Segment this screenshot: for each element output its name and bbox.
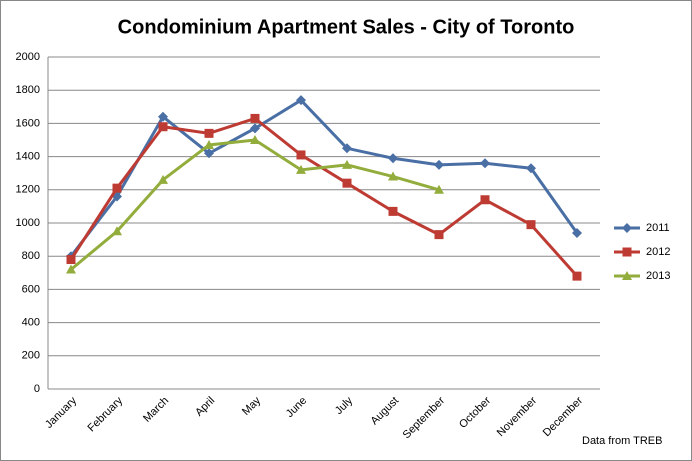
legend-marker xyxy=(622,271,632,280)
series-line xyxy=(69,116,579,278)
data-point xyxy=(204,139,214,149)
data-point xyxy=(250,123,260,134)
y-tick-label: 200 xyxy=(22,350,40,362)
data-point xyxy=(572,271,582,281)
data-point xyxy=(434,159,444,170)
data-point xyxy=(158,174,168,184)
y-tick-label: 400 xyxy=(22,317,40,329)
legend-label: 2011 xyxy=(646,222,670,234)
y-tick-label: 2000 xyxy=(16,51,40,63)
data-point xyxy=(526,163,536,174)
data-point xyxy=(388,171,398,181)
y-tick-label: 1000 xyxy=(16,217,40,229)
data-point xyxy=(204,148,214,159)
data-point xyxy=(526,220,536,230)
chart-title: Condominium Apartment Sales - City of To… xyxy=(118,16,575,38)
data-point xyxy=(296,95,306,106)
data-point xyxy=(158,122,168,132)
data-point xyxy=(388,153,398,164)
legend-label: 2012 xyxy=(646,246,670,258)
y-tick-label: 800 xyxy=(22,250,40,262)
data-point xyxy=(112,226,122,236)
y-tick-label: 1200 xyxy=(16,184,40,196)
data-point xyxy=(158,111,168,122)
data-point xyxy=(204,128,214,138)
data-point xyxy=(342,178,352,188)
annotation: Data from TREB xyxy=(582,435,663,447)
data-point xyxy=(66,255,76,265)
data-point xyxy=(434,230,444,240)
data-point xyxy=(434,184,444,194)
data-point xyxy=(480,195,490,205)
data-point xyxy=(250,135,260,144)
data-point xyxy=(250,113,260,123)
data-point xyxy=(480,158,490,169)
data-point xyxy=(342,143,352,154)
y-tick-label: 0 xyxy=(34,383,40,395)
y-tick-label: 1600 xyxy=(16,117,40,129)
series-line xyxy=(69,98,579,258)
data-point xyxy=(572,227,582,238)
legend-marker xyxy=(622,223,632,233)
y-tick-label: 1400 xyxy=(16,151,40,163)
data-point xyxy=(66,264,76,274)
data-point xyxy=(296,150,306,160)
legend-label: 2013 xyxy=(646,270,670,282)
data-point xyxy=(296,164,306,174)
data-point xyxy=(112,183,122,193)
data-point xyxy=(388,206,398,216)
y-tick-label: 1800 xyxy=(16,84,40,96)
legend-marker xyxy=(622,247,632,257)
y-tick-label: 600 xyxy=(22,283,40,295)
data-point xyxy=(342,159,352,169)
